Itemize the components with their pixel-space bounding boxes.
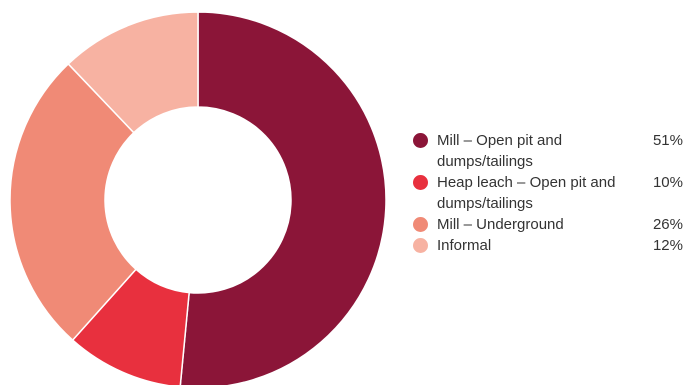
legend-swatch xyxy=(413,133,428,148)
legend-item: Mill – Underground 26% xyxy=(413,214,692,235)
legend-swatch xyxy=(413,175,428,190)
donut-slice-3 xyxy=(9,62,138,342)
donut-chart-svg xyxy=(9,11,387,385)
legend-swatch xyxy=(413,217,428,232)
legend-label: Heap leach – Open pit and dumps/tailings xyxy=(437,174,616,212)
legend-label: Mill – Open pit and dumps/tailings xyxy=(437,132,563,170)
chart-legend: Mill – Open pit and dumps/tailings 51% H… xyxy=(413,130,692,256)
legend-value: 10% xyxy=(652,174,683,191)
legend-item: Mill – Open pit and dumps/tailings 51% xyxy=(413,130,692,172)
legend-value: 26% xyxy=(652,216,683,233)
legend-value: 51% xyxy=(652,132,683,149)
legend-item: Heap leach – Open pit and dumps/tailings… xyxy=(413,172,692,214)
donut-slice-4 xyxy=(67,11,199,134)
legend-value: 12% xyxy=(652,237,683,254)
legend-label: Mill – Underground xyxy=(437,216,564,233)
legend-label: Informal xyxy=(437,237,492,254)
legend-item: Informal 12% xyxy=(413,235,692,256)
donut-slice-1 xyxy=(179,11,387,385)
legend-swatch xyxy=(413,238,428,253)
